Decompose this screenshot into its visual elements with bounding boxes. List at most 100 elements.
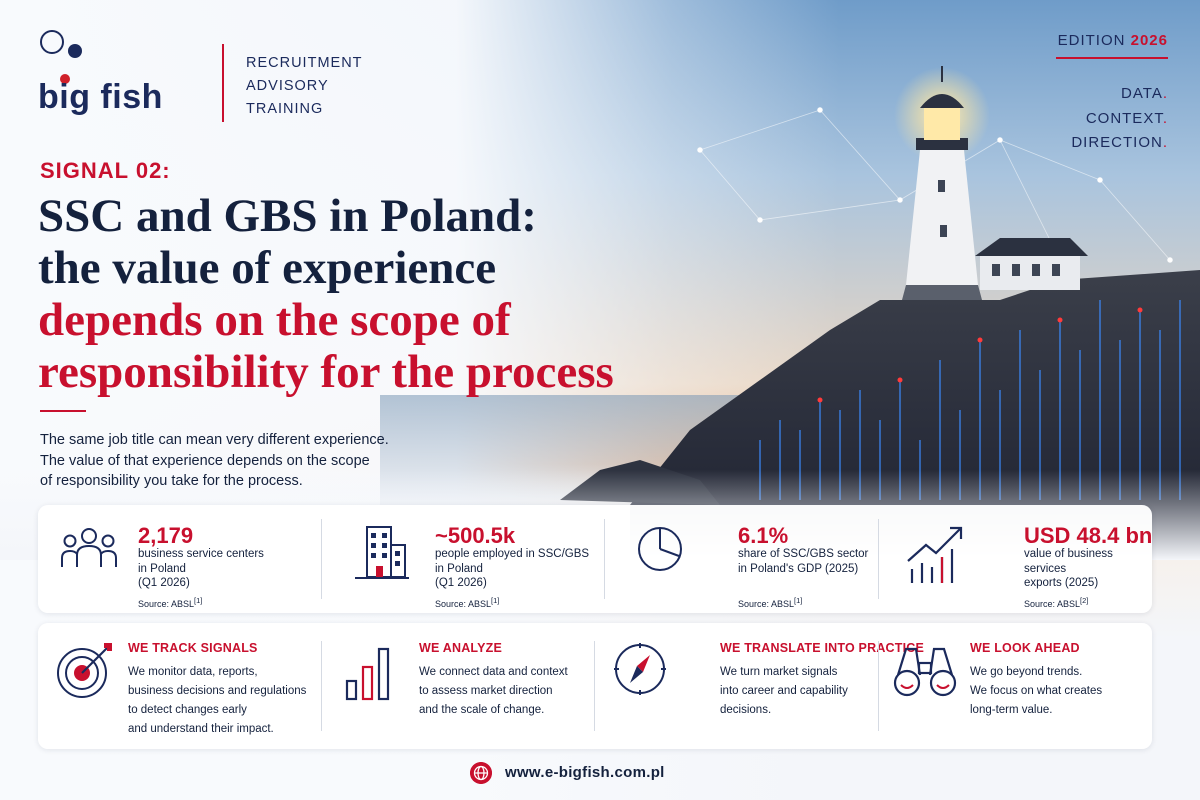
stat-divider [604, 519, 605, 599]
people-icon [61, 528, 117, 567]
pillar-text-line: into career and capability [720, 685, 848, 697]
stat-label-line: in Poland's GDP (2025) [738, 562, 859, 575]
source-ref[interactable]: [1] [794, 596, 803, 605]
signal-label: SIGNAL 02: [40, 158, 171, 183]
stat-source: Source: ABSL[2] [1024, 596, 1088, 609]
pillar-analyze: WE ANALYZE We connect data and context t… [323, 623, 593, 749]
stat-divider [878, 519, 879, 599]
intro-paragraph: The same job title can mean very differe… [40, 430, 440, 492]
pillar-look-ahead: WE LOOK AHEAD We go beyond trends. We fo… [880, 623, 1152, 749]
growth-chart-icon [907, 526, 963, 583]
title-underline [40, 410, 86, 412]
pillar-track-signals: WE TRACK SIGNALS We monitor data, report… [38, 623, 318, 749]
stat-value: USD 48.4 bn [1024, 523, 1153, 548]
building-icon [355, 526, 409, 579]
source-text: Source: ABSL [138, 599, 195, 609]
services-list: RECRUITMENT ADVISORY TRAINING [246, 52, 363, 121]
tagline-word: DATA [1121, 85, 1163, 102]
pie-chart-icon [638, 527, 682, 571]
pillar-heading: WE TRANSLATE INTO PRACTICE [720, 641, 925, 655]
stat-label-line: business service centers [138, 548, 264, 560]
title-line: the value of experience [38, 242, 497, 294]
pillar-text-line: We monitor data, reports, [128, 666, 258, 678]
tagline-word: CONTEXT [1085, 109, 1163, 127]
stat-label: people employed in SSC/GBS in Poland (Q1… [435, 547, 589, 591]
stat-label: share of SSC/GBS sector in Poland's GDP … [738, 547, 868, 576]
tagline: DATA. CONTEXT. DIRECTION. [1071, 85, 1168, 151]
stat-label-line: in Poland [435, 562, 483, 575]
pillar-heading: WE TRACK SIGNALS [128, 641, 258, 655]
service-item: ADVISORY [246, 78, 329, 94]
stat-label-line: in Poland [138, 562, 186, 575]
source-ref[interactable]: [1] [491, 596, 500, 605]
stat-exports: USD 48.4 bn value of business services e… [880, 505, 1152, 613]
pillar-heading: WE ANALYZE [419, 641, 503, 655]
title-line-highlight: responsibility for the process [38, 346, 614, 398]
intro-line: The same job title can mean very differe… [40, 432, 389, 448]
pillar-text: We turn market signals into career and c… [720, 663, 848, 720]
footer: www.e-bigfish.com.pl [0, 762, 1200, 786]
stat-label-line: share of SSC/GBS sector [738, 548, 869, 560]
title-line: SSC and GBS in Poland: [38, 190, 537, 242]
source-ref[interactable]: [1] [194, 596, 203, 605]
pillar-text-line: and the scale of change. [419, 704, 545, 716]
stat-business-centers: 2,179 business service centers in Poland… [38, 505, 318, 613]
edition-text: EDITION [1057, 32, 1126, 49]
pillar-text-line: We turn market signals [720, 666, 838, 678]
pillar-heading: WE LOOK AHEAD [970, 641, 1080, 655]
pillar-text-line: and understand their impact. [128, 723, 274, 735]
pillar-translate: WE TRANSLATE INTO PRACTICE We turn marke… [596, 623, 924, 749]
pillars-card: WE TRACK SIGNALS We monitor data, report… [38, 623, 1152, 749]
logo-red-dot-icon [60, 74, 70, 84]
brand-logo[interactable]: big fish [38, 28, 218, 123]
service-item: RECRUITMENT [246, 55, 363, 71]
source-text: Source: ABSL [1024, 599, 1081, 609]
header-divider [222, 44, 224, 122]
pillar-text-line: decisions. [720, 704, 772, 716]
pillar-text-line: We focus on what creates [970, 685, 1103, 697]
stat-label: business service centers in Poland (Q1 2… [138, 547, 264, 591]
website-link[interactable]: www.e-bigfish.com.pl [505, 764, 665, 781]
pillar-text-line: to detect changes early [128, 704, 247, 716]
service-item: TRAINING [246, 101, 324, 117]
stat-source: Source: ABSL[1] [138, 596, 202, 609]
stat-source: Source: ABSL[1] [435, 596, 499, 609]
source-ref[interactable]: [2] [1080, 596, 1089, 605]
stat-employment: ~500.5k people employed in SSC/GBS in Po… [323, 505, 603, 613]
logo-wordmark: big fish [38, 78, 163, 116]
pillar-text-line: to assess market direction [419, 685, 553, 697]
compass-icon [614, 643, 666, 695]
globe-icon [470, 762, 492, 784]
edition-label: EDITION 2026 [1058, 32, 1168, 49]
edition-underline [1056, 57, 1168, 59]
bar-chart-icon [345, 647, 390, 701]
source-text: Source: ABSL [435, 599, 492, 609]
pillar-text-line: We connect data and context [419, 666, 568, 678]
stats-card: 2,179 business service centers in Poland… [38, 505, 1152, 613]
target-icon [57, 643, 112, 698]
stat-divider [321, 519, 322, 599]
pillar-text-line: long-term value. [970, 704, 1053, 716]
intro-line: The value of that experience depends on … [40, 452, 370, 469]
stat-label-line: people employed in SSC/GBS [435, 548, 590, 560]
stat-label-line: value of business services [1024, 548, 1113, 575]
stat-value: 2,179 [138, 523, 194, 548]
intro-line: of responsibility you take for the proce… [40, 473, 303, 489]
pillar-text: We connect data and context to assess ma… [419, 663, 568, 720]
stat-label-line: exports (2025) [1024, 577, 1099, 589]
edition-year: 2026 [1130, 32, 1168, 49]
binoculars-icon [893, 647, 957, 697]
stat-value: ~500.5k [435, 523, 516, 548]
stat-label-line: (Q1 2026) [435, 577, 487, 589]
stat-source: Source: ABSL[1] [738, 596, 802, 609]
logo-ring-icon [40, 30, 64, 54]
pillar-divider [594, 641, 595, 731]
pillar-divider [878, 641, 879, 731]
pillar-text: We monitor data, reports, business decis… [128, 663, 306, 739]
tagline-word: DIRECTION [1071, 134, 1163, 151]
title-line-highlight: depends on the scope of [38, 294, 511, 346]
stat-gdp-share: 6.1% share of SSC/GBS sector in Poland's… [606, 505, 876, 613]
pillar-divider [321, 641, 322, 731]
stat-value: 6.1% [738, 523, 789, 548]
pillar-text-line: business decisions and regulations [128, 685, 307, 697]
